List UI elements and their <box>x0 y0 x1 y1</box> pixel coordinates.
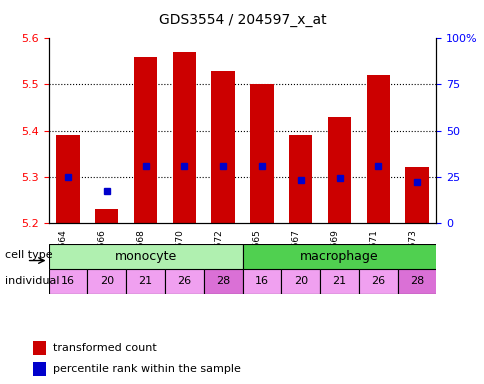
Bar <box>327 117 350 223</box>
Text: cell type: cell type <box>5 250 52 260</box>
Bar <box>56 135 79 223</box>
Bar <box>211 71 234 223</box>
Text: 28: 28 <box>215 276 230 286</box>
Text: 20: 20 <box>293 276 307 286</box>
Bar <box>33 341 46 355</box>
Bar <box>366 75 389 223</box>
FancyBboxPatch shape <box>126 269 165 294</box>
Text: 20: 20 <box>99 276 114 286</box>
Bar <box>250 84 273 223</box>
FancyBboxPatch shape <box>48 244 242 269</box>
FancyBboxPatch shape <box>203 269 242 294</box>
Text: 28: 28 <box>409 276 424 286</box>
FancyBboxPatch shape <box>281 269 319 294</box>
Text: transformed count: transformed count <box>53 343 156 353</box>
Text: 26: 26 <box>370 276 385 286</box>
FancyBboxPatch shape <box>242 244 436 269</box>
Text: 21: 21 <box>138 276 152 286</box>
Text: GDS3554 / 204597_x_at: GDS3554 / 204597_x_at <box>158 13 326 27</box>
FancyBboxPatch shape <box>319 269 358 294</box>
FancyBboxPatch shape <box>242 269 281 294</box>
Text: monocyte: monocyte <box>114 250 176 263</box>
Bar <box>288 135 312 223</box>
Bar <box>134 57 157 223</box>
FancyBboxPatch shape <box>165 269 203 294</box>
FancyBboxPatch shape <box>397 269 436 294</box>
Text: 16: 16 <box>61 276 75 286</box>
Text: 16: 16 <box>255 276 268 286</box>
FancyBboxPatch shape <box>358 269 397 294</box>
Bar <box>405 167 428 223</box>
Text: 21: 21 <box>332 276 346 286</box>
Bar <box>172 52 196 223</box>
Bar <box>95 209 118 223</box>
Text: macrophage: macrophage <box>300 250 378 263</box>
FancyBboxPatch shape <box>87 269 126 294</box>
Text: percentile rank within the sample: percentile rank within the sample <box>53 364 240 374</box>
FancyBboxPatch shape <box>48 269 87 294</box>
Bar <box>33 362 46 376</box>
Text: 26: 26 <box>177 276 191 286</box>
Text: individual: individual <box>5 276 59 286</box>
